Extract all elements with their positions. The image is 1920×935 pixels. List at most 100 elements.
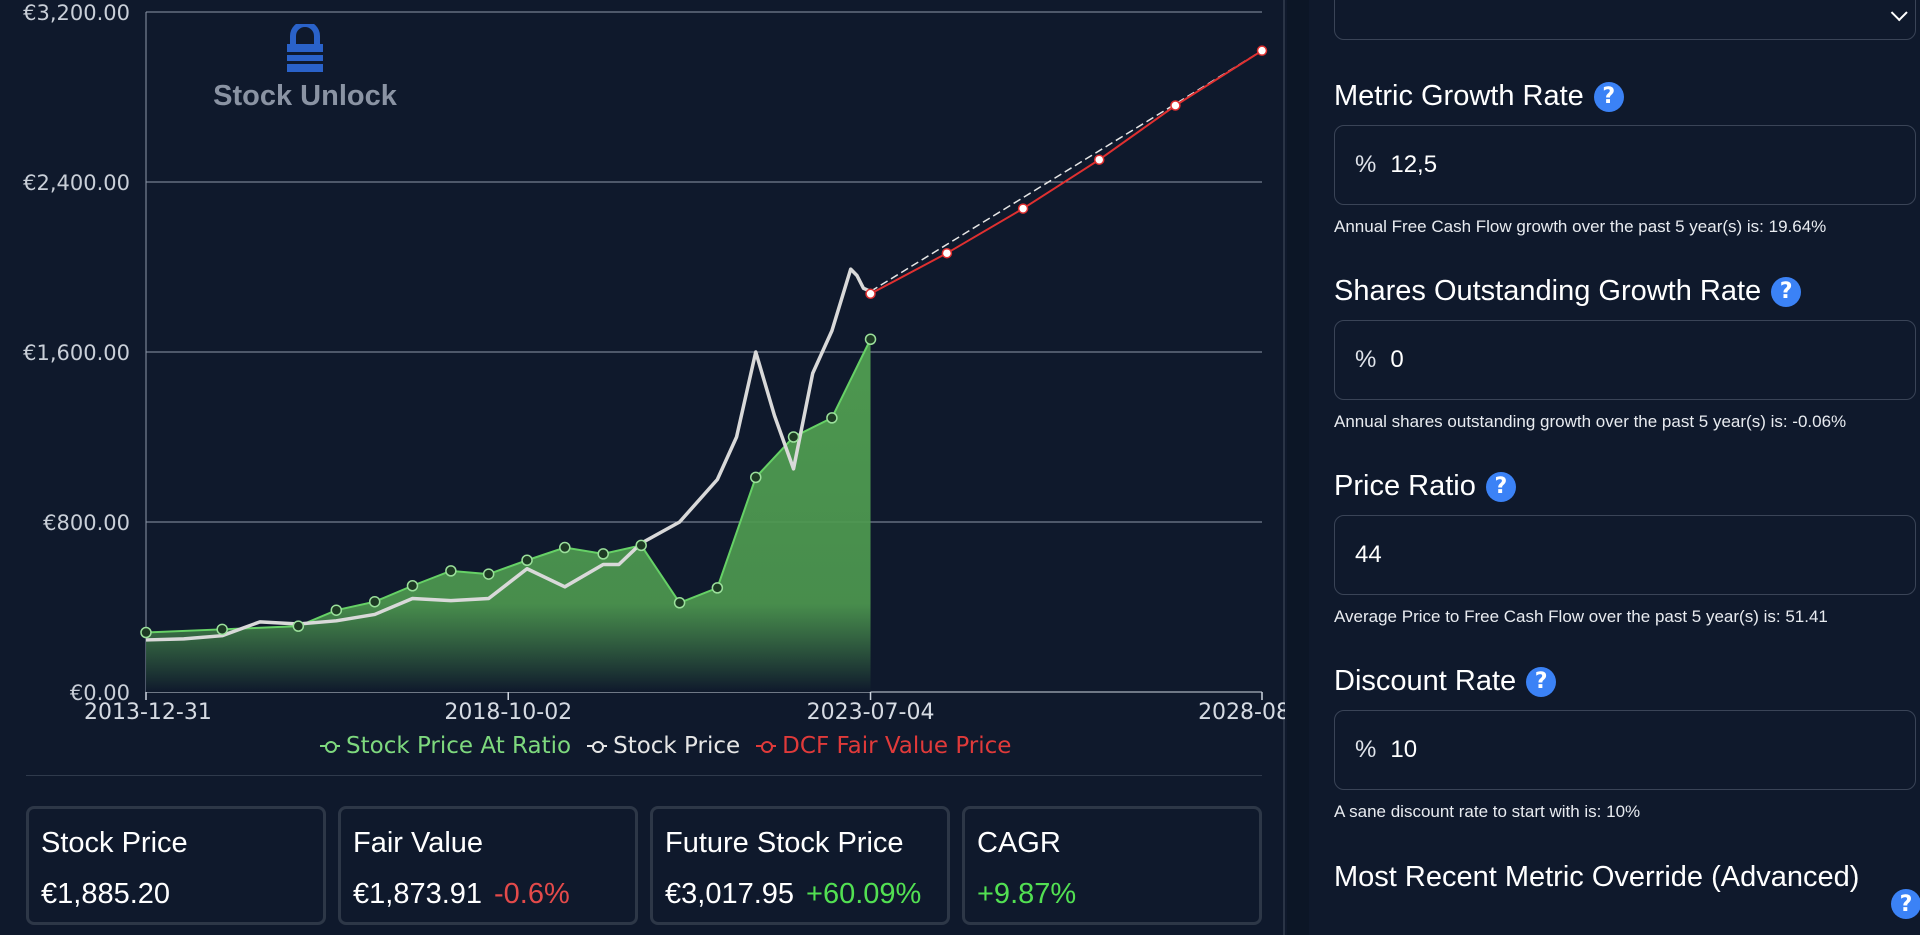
legend-label: DCF Fair Value Price [782, 733, 1012, 759]
stock-price-line [145, 267, 872, 642]
chart-panel: €0.00 €800.00 €1,600.00 €2,400.00 €3,200.00 2… [23, 0, 1285, 935]
ratio-point [597, 548, 609, 560]
y-tick-label: €1,600.00 [23, 341, 130, 365]
x-tick-label: 2023-07-04 [807, 700, 935, 725]
ratio-point [216, 623, 228, 636]
dcf-point [1170, 100, 1181, 111]
x-tick-label: 2013-12-31 [84, 700, 212, 725]
ratio-point [750, 471, 762, 484]
price-ratio-section: Price Ratio ? 44 Average Price to Free C… [1334, 470, 1916, 627]
chart-legend: Stock Price At Ratio Stock Price DCF Fai… [320, 733, 1011, 759]
metric-override-section: Most Recent Metric Override (Advanced) ? [1334, 855, 1920, 919]
ratio-point [330, 604, 343, 616]
help-icon[interactable]: ? [1593, 81, 1624, 112]
card-title: Future Stock Price [665, 827, 904, 859]
help-icon[interactable]: ? [1526, 666, 1557, 697]
ratio-point [559, 541, 571, 554]
ratio-point [406, 580, 419, 592]
metric-growth-hint: Annual Free Cash Flow growth over the pa… [1334, 217, 1827, 236]
ratio-point [482, 568, 495, 580]
card-value: €1,885.20 [41, 878, 171, 910]
metric-growth-section: Metric Growth Rate ? % 12,5 Annual Free … [1334, 80, 1916, 237]
price-ratio-label: Price Ratio [1334, 470, 1476, 502]
discount-rate-input[interactable]: % 10 [1334, 710, 1916, 790]
card-value: €3,017.95 [665, 878, 795, 910]
legend-label: Stock Price [613, 733, 741, 759]
shares-growth-section: Shares Outstanding Growth Rate ? % 0 Ann… [1334, 275, 1916, 432]
percent-prefix: % [1355, 346, 1377, 373]
legend-stock-price-at-ratio[interactable]: Stock Price At Ratio [320, 733, 571, 759]
ratio-point [864, 333, 877, 345]
card-title: CAGR [977, 827, 1061, 859]
price-chart: €0.00 €800.00 €1,600.00 €2,400.00 €3,200.00 2… [23, 1, 1285, 725]
price-ratio-hint: Average Price to Free Cash Flow over the… [1334, 607, 1828, 626]
dcf-point [1256, 45, 1268, 56]
x-tick-label: 2028-08-22 [1198, 700, 1285, 725]
dcf-point [1093, 154, 1105, 165]
shares-growth-hint: Annual shares outstanding growth over th… [1334, 412, 1847, 431]
cagr-card: CAGR +9.87% [962, 806, 1262, 925]
ratio-point [711, 582, 724, 594]
legend-marker-icon [587, 740, 608, 753]
stock-unlock-logo: Stock Unlock [205, 24, 405, 113]
y-tick-label: €2,400.00 [23, 171, 130, 195]
ratio-point [635, 539, 647, 552]
discount-rate-section: Discount Rate ? % 10 A sane discount rat… [1334, 665, 1916, 822]
ratio-point [673, 597, 686, 609]
metric-growth-input[interactable]: % 12,5 [1334, 125, 1916, 205]
dcf-point [1017, 203, 1029, 214]
shares-growth-input[interactable]: % 0 [1334, 320, 1916, 400]
ratio-area [146, 339, 871, 692]
price-ratio-input[interactable]: 44 [1334, 515, 1916, 595]
shares-growth-label: Shares Outstanding Growth Rate [1334, 275, 1762, 307]
card-value: €1,873.91 [353, 878, 483, 910]
card-change: -0.6% [494, 878, 570, 910]
metric-growth-label: Metric Growth Rate [1334, 80, 1584, 112]
card-change: +60.09% [806, 878, 922, 910]
divider [26, 775, 1262, 776]
dcf-line [870, 49, 1263, 295]
ratio-point [521, 554, 533, 566]
logo-text: Stock Unlock [213, 80, 397, 112]
future-stock-price-card: Future Stock Price €3,017.95 +60.09% [650, 806, 950, 925]
projection-line [870, 50, 1263, 293]
chevron-down-icon [1890, 4, 1908, 22]
fair-value-card: Fair Value €1,873.91 -0.6% [338, 806, 638, 925]
ratio-point [368, 595, 381, 608]
legend-marker-icon [320, 740, 340, 753]
y-tick-label: €800.00 [43, 511, 130, 535]
y-tick-label: €3,200.00 [23, 1, 130, 25]
ratio-point [787, 431, 800, 443]
help-icon[interactable]: ? [1891, 889, 1920, 919]
legend-dcf-fair-value[interactable]: DCF Fair Value Price [756, 733, 1011, 759]
years-select-value: 5 [1355, 0, 1368, 7]
legend-marker-icon [756, 740, 777, 753]
ratio-point [292, 620, 305, 632]
years-select[interactable]: 5 [1334, 0, 1916, 40]
lock-logo-icon [287, 24, 323, 72]
legend-stock-price[interactable]: Stock Price [587, 733, 740, 759]
card-change: +9.87% [977, 878, 1077, 910]
card-title: Fair Value [353, 827, 484, 859]
valuation-form: 5 Metric Growth Rate ? % 12,5 Annual Fre… [1309, 0, 1920, 935]
discount-rate-hint: A sane discount rate to start with is: 1… [1334, 802, 1641, 821]
input-value: 12,5 [1390, 151, 1438, 178]
percent-prefix: % [1355, 736, 1377, 763]
help-icon[interactable]: ? [1771, 276, 1802, 307]
help-icon[interactable]: ? [1485, 471, 1516, 502]
input-value: 10 [1390, 736, 1418, 763]
stock-price-card: Stock Price €1,885.20 [26, 806, 326, 925]
ratio-point [140, 626, 152, 639]
panel-gutter [1287, 0, 1309, 935]
legend-label: Stock Price At Ratio [346, 733, 572, 759]
dcf-point [865, 288, 876, 300]
percent-prefix: % [1355, 151, 1377, 178]
input-value: 0 [1390, 346, 1404, 373]
discount-rate-label: Discount Rate [1334, 665, 1517, 697]
ratio-point [826, 412, 838, 424]
ratio-line [145, 338, 872, 634]
metric-override-label: Most Recent Metric Override (Advanced) [1334, 861, 1860, 893]
ratio-point [445, 565, 457, 577]
y-tick-label: €0.00 [70, 681, 130, 705]
input-value: 44 [1355, 541, 1382, 568]
